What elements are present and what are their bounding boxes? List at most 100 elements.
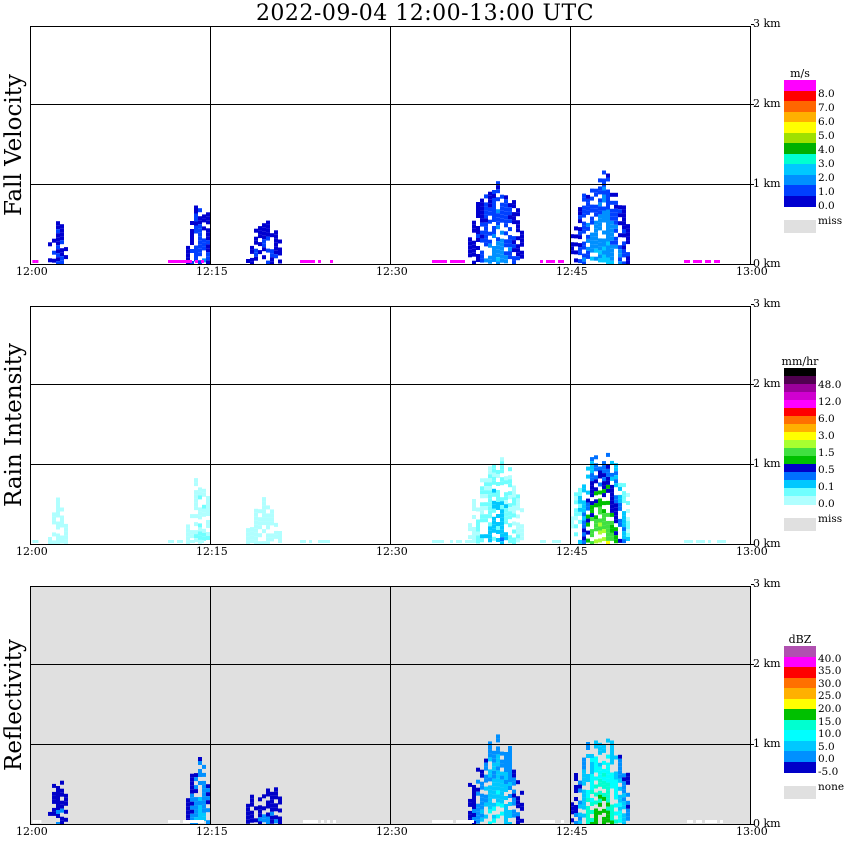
echo-pixel [186, 814, 190, 819]
echo-pixel [508, 794, 512, 798]
echo-pixel [508, 243, 512, 248]
echo-pixel [590, 505, 594, 510]
echo-pixel [496, 790, 500, 795]
surface-pixel [312, 260, 315, 263]
echo-pixel [492, 488, 496, 493]
echo-pixel [570, 810, 574, 815]
echo-pixel [582, 797, 586, 802]
surface-pixel [435, 260, 438, 263]
echo-pixel [520, 532, 524, 537]
echo-pixel [56, 790, 60, 794]
echo-pixel [198, 240, 202, 245]
echo-pixel [202, 488, 206, 493]
height-tick-mark [751, 104, 754, 105]
echo-pixel [480, 258, 484, 263]
echo-pixel [480, 797, 484, 802]
echo-pixel [574, 777, 578, 781]
echo-pixel [488, 538, 492, 543]
echo-pixel [610, 256, 614, 261]
echo-pixel [488, 821, 492, 824]
echo-pixel [270, 257, 274, 262]
echo-pixel [626, 517, 630, 521]
echo-pixel [606, 245, 610, 250]
echo-pixel [578, 812, 582, 817]
echo-pixel [476, 791, 480, 796]
echo-pixel [598, 518, 602, 523]
echo-pixel [472, 785, 476, 789]
echo-pixel [602, 760, 606, 765]
echo-pixel [610, 192, 614, 197]
echo-pixel [266, 517, 270, 522]
echo-pixel [618, 786, 622, 791]
echo-pixel [512, 497, 516, 502]
echo-pixel [614, 519, 618, 524]
echo-pixel [468, 253, 472, 258]
echo-pixel [488, 741, 492, 746]
echo-pixel [610, 780, 614, 785]
echo-pixel [618, 498, 622, 503]
echo-pixel [270, 521, 274, 526]
echo-pixel [488, 203, 492, 208]
echo-pixel [602, 238, 606, 243]
echo-pixel [610, 784, 614, 789]
echo-pixel [606, 193, 610, 198]
echo-pixel [492, 254, 496, 258]
heatmap-svg-0 [31, 27, 750, 264]
echo-pixel [500, 803, 504, 808]
echo-pixel [496, 758, 500, 763]
echo-pixel [602, 513, 606, 518]
x-tick-label: 12:00 [16, 265, 48, 278]
echo-pixel [622, 253, 626, 258]
surface-pixel [459, 820, 462, 823]
surface-strip [32, 540, 726, 543]
colorbar-swatch [784, 376, 816, 385]
echo-pixel [492, 210, 496, 214]
surface-pixel [174, 260, 177, 263]
surface-pixel [306, 820, 309, 823]
echo-pixel [512, 809, 516, 814]
echo-pixel [488, 777, 492, 782]
echo-pixel [618, 486, 622, 491]
echo-pixel [512, 212, 516, 217]
surface-pixel [432, 540, 435, 543]
echo-pixel [586, 518, 590, 523]
echo-pixel [598, 202, 602, 207]
echo-pixel [60, 507, 64, 512]
echo-pixel [594, 228, 598, 233]
echo-pixel [586, 538, 590, 543]
echo-pixel [504, 504, 508, 509]
echo-pixel [618, 758, 622, 763]
echo-pixel [594, 204, 598, 209]
surface-pixel [35, 820, 39, 823]
echo-pixel [582, 805, 586, 810]
echo-pixel [198, 244, 202, 249]
echo-pixel [194, 809, 198, 814]
echo-pixel [586, 818, 590, 822]
echo-pixel [488, 526, 492, 531]
echo-pixel [266, 220, 270, 225]
echo-pixel [500, 194, 504, 199]
echo-pixel [198, 527, 202, 532]
echo-pixel [52, 799, 56, 804]
colorbar-swatch [784, 709, 816, 720]
echo-pixel [262, 513, 266, 518]
echo-pixel [606, 782, 610, 787]
echo-pixel [202, 492, 206, 497]
surface-pixel [561, 820, 564, 823]
echo-pixel [258, 797, 262, 802]
echo-pixel [622, 233, 626, 238]
echo-pixel [574, 512, 578, 517]
echo-pixel [590, 216, 594, 221]
echo-pixel [598, 762, 602, 767]
echo-pixel [614, 483, 618, 488]
echo-pixel [606, 790, 610, 795]
echo-pixel [508, 523, 512, 528]
echo-pixel [246, 528, 250, 533]
echo-pixel [476, 246, 480, 250]
echo-pixel [60, 515, 64, 520]
echo-pixel [582, 257, 586, 262]
surface-pixel [189, 820, 192, 823]
echo-pixel [496, 490, 500, 494]
echo-pixel [266, 537, 270, 542]
echo-pixel [476, 815, 480, 820]
